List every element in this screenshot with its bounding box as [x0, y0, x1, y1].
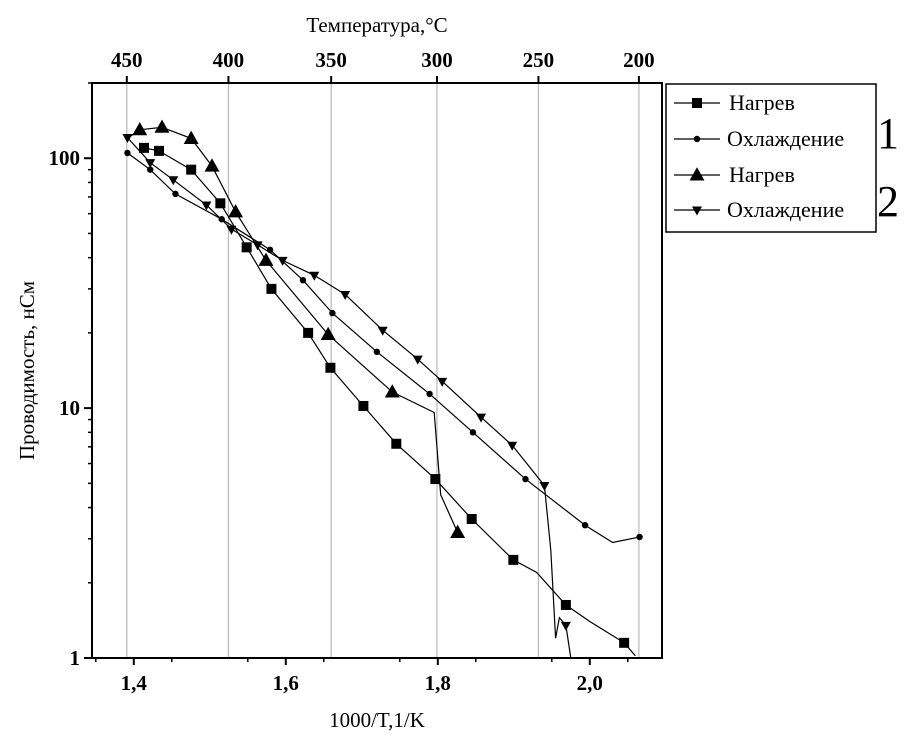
legend-label: Нагрев — [729, 162, 795, 187]
triangle-up-marker — [204, 158, 220, 172]
triangle-down-marker — [692, 206, 702, 216]
legend-label: Охлаждение — [727, 197, 844, 222]
triangle-down-marker — [309, 271, 320, 281]
circle-marker — [581, 521, 589, 529]
x-tick-label: 1,4 — [121, 671, 148, 695]
y-tick-label: 100 — [49, 146, 81, 170]
square-marker — [138, 142, 149, 153]
circle-marker — [147, 166, 154, 173]
top-tick-label: 400 — [213, 48, 245, 72]
square-marker — [303, 327, 314, 338]
square-marker — [358, 400, 369, 411]
circle-marker — [693, 135, 701, 143]
legend-label: Нагрев — [729, 90, 795, 115]
circle-marker — [124, 149, 131, 157]
triangle-up-marker — [450, 524, 466, 538]
series-line — [127, 152, 640, 544]
triangle-down-marker — [252, 241, 263, 251]
legend: Нагрев Охлаждение Нагрев Охлаждение 1 2 — [665, 83, 899, 233]
triangle-down-marker — [226, 225, 237, 235]
series-group — [122, 119, 643, 658]
plot-frame — [91, 82, 663, 659]
triangle-down-marker — [277, 256, 288, 266]
top-tick-label: 350 — [315, 48, 347, 72]
triangle-down-marker — [340, 290, 351, 300]
circle-marker — [522, 475, 529, 483]
triangle-down-marker — [560, 621, 571, 631]
square-marker — [508, 554, 519, 565]
series-3 — [122, 134, 572, 658]
triangle-up-marker — [320, 326, 336, 341]
triangle-down-marker — [412, 355, 423, 365]
triangle-up-marker — [689, 167, 705, 181]
square-marker — [215, 198, 226, 209]
series-line — [143, 147, 636, 657]
y-tick-label: 1 — [70, 646, 81, 670]
x-tick-label: 2,0 — [577, 671, 603, 695]
triangle-up-marker — [384, 384, 400, 398]
y-axis-title: Проводимость, нСм — [15, 281, 39, 460]
triangle-up-marker — [132, 121, 148, 136]
circle-marker — [636, 533, 643, 541]
top-tick-label: 200 — [623, 48, 655, 72]
square-marker — [619, 637, 630, 648]
circle-marker — [373, 348, 381, 356]
triangle-up-marker — [258, 252, 274, 266]
square-marker — [560, 599, 571, 610]
triangle-down-marker — [476, 413, 487, 423]
grid-lines — [126, 83, 640, 658]
circle-marker — [329, 309, 336, 317]
square-marker — [430, 474, 441, 485]
triangle-down-marker — [539, 482, 550, 492]
x-tick-label: 1,8 — [425, 671, 451, 695]
triangle-down-marker — [168, 176, 179, 186]
x-axis-title: 1000/T,1/K — [329, 708, 425, 732]
top-tick-label: 250 — [523, 48, 555, 72]
series-0 — [138, 142, 636, 657]
triangle-up-marker — [183, 130, 199, 144]
circle-marker — [426, 390, 433, 398]
triangle-down-marker — [377, 326, 388, 336]
series-2 — [127, 119, 466, 538]
square-marker — [154, 145, 165, 156]
legend-item: Нагрев — [674, 162, 795, 187]
square-marker — [266, 283, 277, 294]
legend-item: Охлаждение — [674, 197, 844, 222]
legend-group-number: 1 — [877, 109, 899, 158]
triangle-down-marker — [201, 201, 212, 211]
legend-item: Охлаждение — [674, 126, 844, 151]
square-marker — [466, 513, 477, 524]
top-axis-title: Температура,°С — [306, 13, 447, 37]
square-marker — [186, 164, 197, 175]
triangle-down-marker — [145, 159, 156, 169]
legend-label: Охлаждение — [727, 126, 844, 151]
triangle-down-marker — [507, 441, 518, 451]
legend-group-number: 2 — [877, 177, 899, 226]
square-marker — [391, 438, 402, 449]
top-tick-label: 450 — [111, 48, 143, 72]
top-tick-label: 300 — [421, 48, 453, 72]
series-line — [126, 137, 572, 658]
triangle-up-marker — [228, 204, 244, 218]
circle-marker — [469, 429, 477, 436]
circle-marker — [299, 276, 307, 284]
x-tick-label: 1,6 — [273, 671, 299, 695]
circle-marker — [172, 190, 179, 198]
series-1 — [124, 149, 643, 544]
square-marker — [325, 362, 336, 373]
series-line — [127, 126, 459, 533]
triangle-down-marker — [437, 377, 448, 387]
square-marker — [241, 242, 252, 253]
square-marker — [692, 98, 702, 108]
triangle-up-marker — [154, 119, 170, 133]
y-tick-label: 10 — [59, 396, 80, 420]
axes: 450 400 350 300 250 200 1,4 1,6 1,8 2,0 1 10 100 — [49, 48, 655, 695]
triangle-down-marker — [122, 134, 133, 144]
legend-item: Нагрев — [674, 90, 795, 115]
